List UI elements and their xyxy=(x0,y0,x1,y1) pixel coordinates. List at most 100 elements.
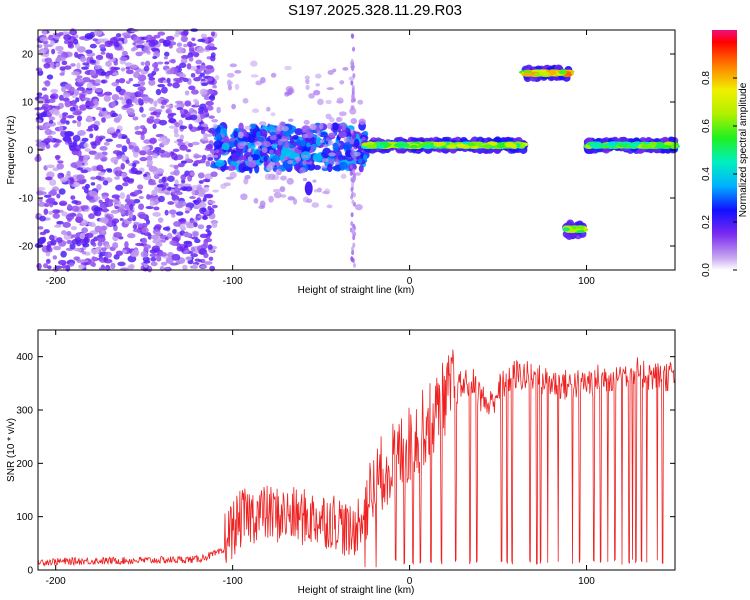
noise-blob xyxy=(182,187,187,191)
noise-blob xyxy=(141,237,148,245)
noise-blob xyxy=(176,42,183,47)
y-tick-label: 10 xyxy=(22,98,34,109)
faint-blob xyxy=(353,151,361,157)
turbulence-blob xyxy=(358,164,364,173)
noise-blob xyxy=(74,88,80,96)
turbulence-blob xyxy=(292,134,299,140)
noise-blob xyxy=(61,60,68,66)
noise-blob xyxy=(97,38,106,43)
noise-blob xyxy=(69,243,76,250)
noise-blob xyxy=(136,44,145,49)
noise-blob xyxy=(148,107,157,112)
turbulence-blob xyxy=(266,126,277,132)
noise-blob xyxy=(183,250,190,254)
noise-blob xyxy=(94,79,102,84)
noise-blob xyxy=(122,182,129,187)
noise-blob xyxy=(174,133,180,138)
turbulence-blob xyxy=(220,165,229,171)
turbulence-blob xyxy=(298,145,304,151)
noise-blob xyxy=(173,169,180,176)
spike-blob xyxy=(352,168,356,174)
noise-blob xyxy=(49,189,57,196)
noise-blob xyxy=(63,40,69,45)
noise-blob xyxy=(190,253,199,258)
spectrogram-y-label: Frequency (Hz) xyxy=(6,116,17,185)
faint-blob xyxy=(316,187,323,193)
turbulence-blob xyxy=(257,136,265,143)
faint-blob xyxy=(338,111,347,117)
spike-blob xyxy=(350,187,354,193)
noise-blob xyxy=(142,127,148,134)
faint-blob xyxy=(279,194,287,198)
isolated-blob xyxy=(304,181,313,196)
noise-blob xyxy=(115,184,124,191)
spike-blob xyxy=(350,65,354,71)
noise-blob xyxy=(173,127,179,135)
noise-blob xyxy=(51,48,56,55)
noise-blob xyxy=(103,114,112,119)
turbulence-blob xyxy=(363,154,368,160)
noise-blob xyxy=(118,77,126,84)
faint-blob xyxy=(229,63,238,68)
spike-blob xyxy=(351,229,355,235)
faint-blob xyxy=(287,88,294,95)
noise-blob xyxy=(171,153,178,160)
faint-blob xyxy=(226,72,235,78)
noise-blob xyxy=(70,225,78,231)
turbulence-blob xyxy=(256,131,261,138)
noise-blob xyxy=(192,231,199,237)
noise-blob xyxy=(205,45,212,51)
turbulence-blob xyxy=(271,154,281,163)
noise-blob xyxy=(115,85,122,93)
noise-blob xyxy=(64,131,73,137)
turbulence-blob xyxy=(313,164,321,171)
noise-blob xyxy=(66,114,75,119)
noise-blob xyxy=(193,160,203,164)
noise-blob xyxy=(203,108,209,113)
noise-blob xyxy=(191,37,196,42)
noise-blob xyxy=(94,156,100,160)
noise-blob xyxy=(132,83,141,87)
noise-blob xyxy=(55,265,63,269)
turbulence-blob xyxy=(353,138,360,148)
noise-blob xyxy=(130,47,136,52)
y-tick-label: 20 xyxy=(22,50,34,61)
noise-blob xyxy=(88,198,96,203)
noise-blob xyxy=(44,128,53,136)
faint-blob xyxy=(315,83,320,87)
band-core xyxy=(562,227,571,232)
faint-blob xyxy=(292,198,298,205)
noise-blob xyxy=(154,231,162,237)
faint-blob xyxy=(231,103,236,110)
noise-blob xyxy=(95,59,100,66)
spike-blob xyxy=(350,33,354,39)
noise-blob xyxy=(205,64,214,70)
noise-blob xyxy=(117,261,126,267)
spike-blob xyxy=(352,242,356,248)
noise-blob xyxy=(198,180,204,184)
noise-blob xyxy=(89,133,94,139)
noise-blob xyxy=(140,214,147,220)
noise-blob xyxy=(126,137,131,145)
noise-blob xyxy=(57,174,63,179)
noise-blob xyxy=(168,125,177,129)
noise-blob xyxy=(67,139,73,145)
noise-blob xyxy=(89,261,96,267)
noise-blob xyxy=(200,33,207,39)
noise-blob xyxy=(166,107,172,115)
noise-blob xyxy=(132,151,139,158)
noise-blob xyxy=(36,92,43,97)
spike-blob xyxy=(353,225,357,231)
noise-blob xyxy=(139,106,144,113)
noise-blob xyxy=(143,65,150,72)
noise-blob xyxy=(175,79,183,83)
noise-blob xyxy=(171,213,176,218)
y-tick-label: 0 xyxy=(27,566,33,577)
noise-blob xyxy=(128,112,136,116)
noise-blob xyxy=(125,69,134,75)
band-core xyxy=(539,71,550,76)
noise-blob xyxy=(40,125,50,130)
noise-blob xyxy=(179,125,188,130)
noise-blob xyxy=(139,88,144,96)
noise-blob xyxy=(199,103,207,110)
